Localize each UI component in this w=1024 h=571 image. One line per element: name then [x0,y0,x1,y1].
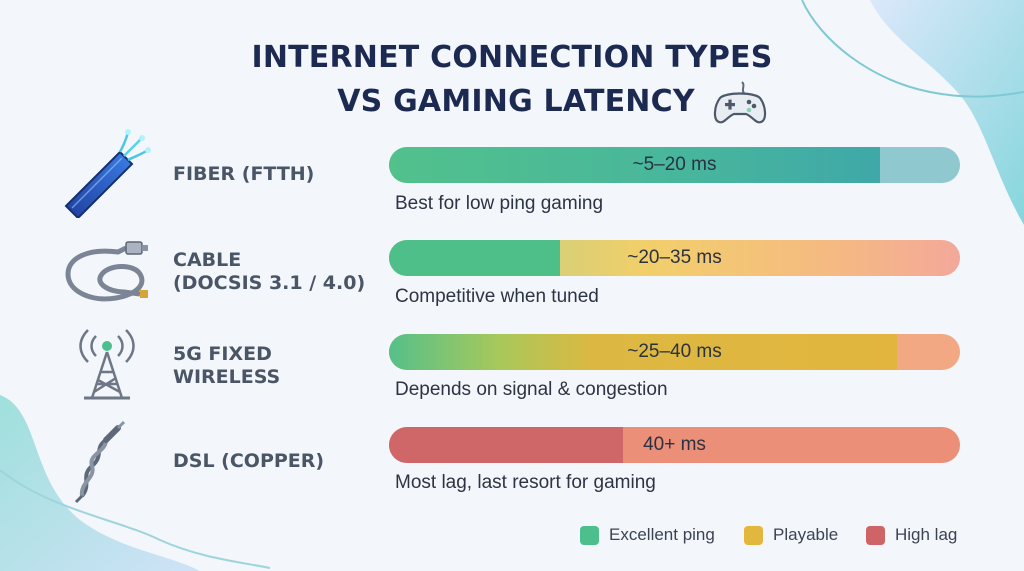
cell-tower-icon [79,329,135,400]
twisted-copper-wire-icon [74,420,126,504]
legend-swatch-high-lag [866,525,885,545]
description-cable: Competitive when tuned [395,286,599,307]
row-name-5g: 5G FIXED WIRELESS [173,343,281,388]
legend-excellent: Excellent ping [580,521,715,549]
legend-playable: Playable [744,521,838,549]
description-fiber: Best for low ping gaming [395,193,604,214]
row-name-fiber: FIBER (FTTH) [173,163,315,185]
description-dsl: Most lag, last resort for gaming [395,472,656,493]
latency-bar-fiber: ~5–20 ms [389,147,960,183]
coaxial-cable-icon [65,241,148,302]
page-title: INTERNET CONNECTION TYPES VS GAMING LATE… [0,36,1024,124]
latency-value-fiber: ~5–20 ms [632,154,717,175]
title-line-1: INTERNET CONNECTION TYPES [251,40,773,75]
latency-bar-fill-dsl [389,427,624,463]
description-5g: Depends on signal & congestion [395,379,668,400]
legend-swatch-playable [744,525,763,545]
row-name-dsl: DSL (COPPER) [173,450,325,472]
latency-value-5g: ~25–40 ms [627,341,722,362]
legend-label-playable: Playable [773,525,839,544]
legend-high-lag: High lag [866,521,957,549]
latency-bar-fill-5g [389,334,898,370]
latency-bar-5g: ~25–40 ms [389,334,960,370]
title-line-2: VS GAMING LATENCY [337,84,695,119]
legend-swatch-excellent [580,525,599,545]
legend-label-high-lag: High lag [895,525,958,544]
latency-value-dsl: 40+ ms [643,434,706,455]
latency-value-cable: ~20–35 ms [627,247,722,268]
fiber-optic-cable-icon [64,129,151,218]
row-name-cable: CABLE (DOCSIS 3.1 / 4.0) [173,249,366,294]
latency-bar-fill-cable [389,240,561,276]
latency-bar-dsl: 40+ ms [389,427,960,463]
latency-bar-fill-fiber [389,147,881,183]
legend-label-excellent: Excellent ping [609,525,715,544]
gamepad-icon [713,81,767,124]
latency-bar-cable: ~20–35 ms [389,240,960,276]
